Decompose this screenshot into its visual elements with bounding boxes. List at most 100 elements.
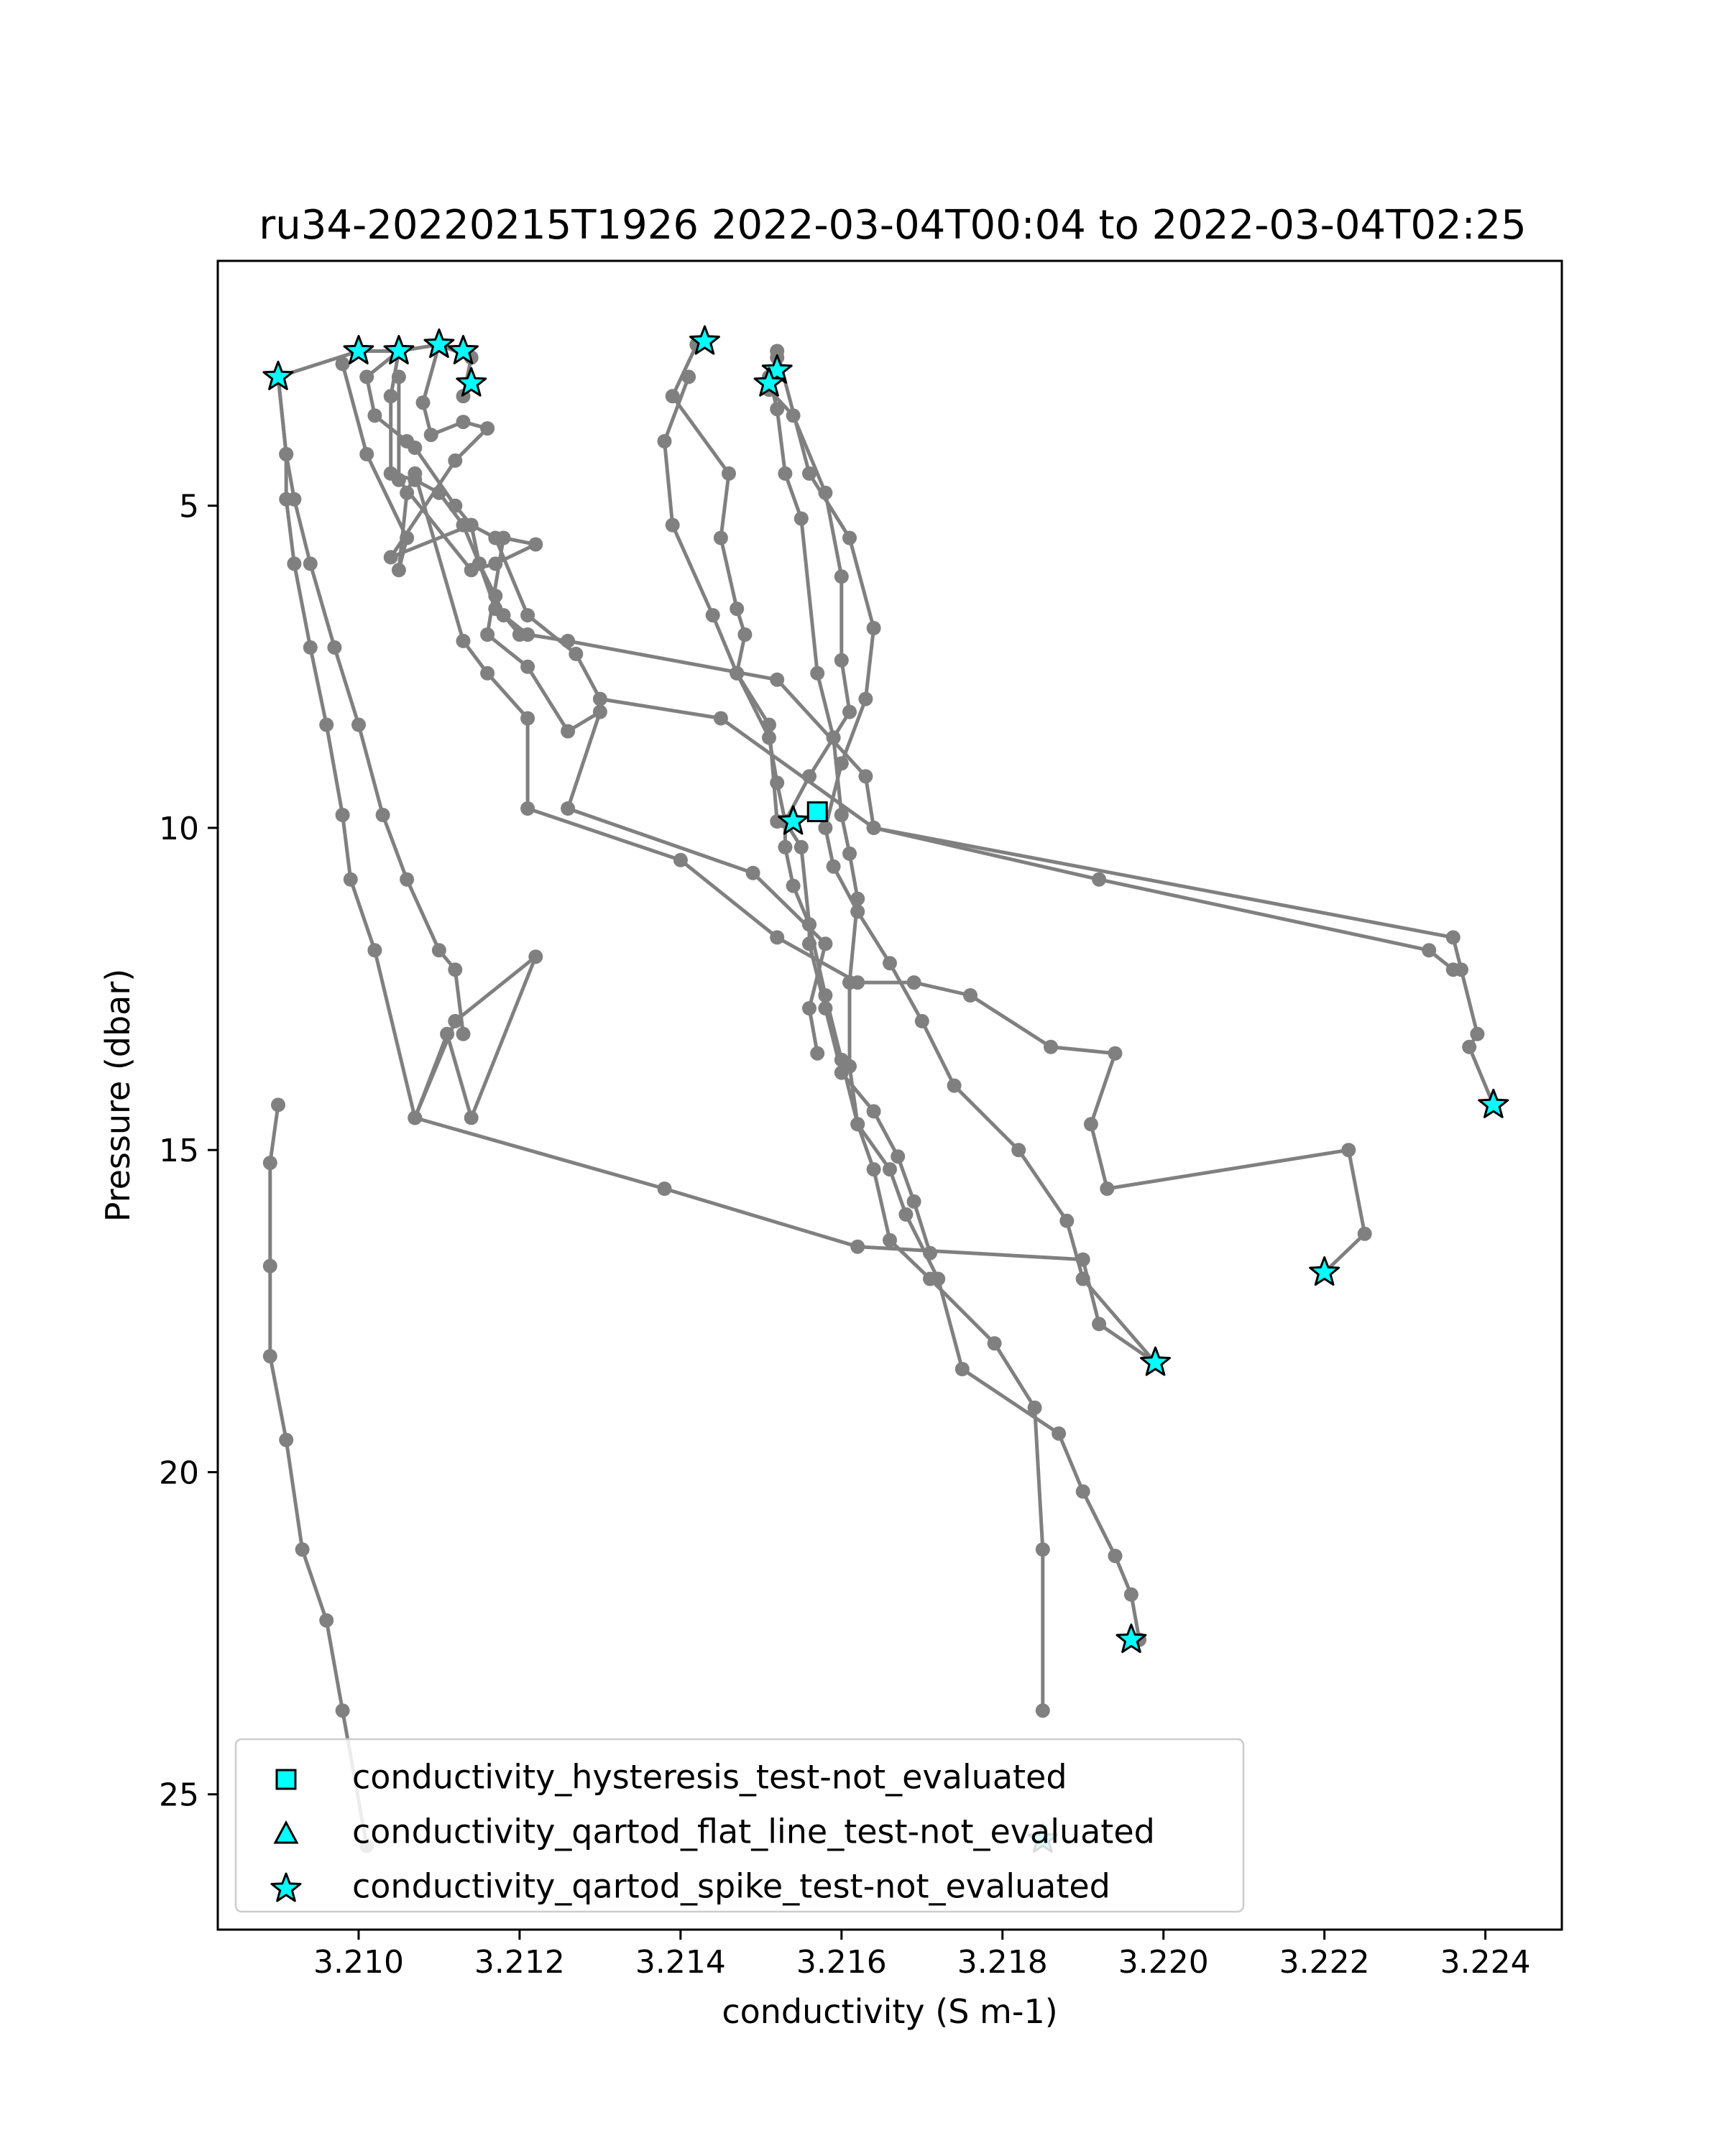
profile-point	[745, 865, 760, 880]
legend-markers	[270, 1769, 302, 1902]
profile-point	[1108, 1549, 1123, 1563]
profile-point	[279, 447, 294, 461]
x-tick-label: 3.212	[474, 1944, 565, 1981]
profile-point	[850, 1117, 865, 1132]
profile-point	[802, 769, 816, 784]
profile-line	[663, 376, 779, 822]
legend-frame	[234, 1738, 1245, 1913]
profile-point	[834, 756, 849, 771]
profile-point	[770, 672, 785, 687]
x-tick-label: 3.222	[1279, 1944, 1370, 1981]
profile-point	[1035, 1703, 1050, 1718]
profile-point	[262, 1258, 277, 1273]
profile-point	[1422, 943, 1437, 958]
profile-line	[276, 377, 1156, 1365]
profile-line	[389, 344, 1455, 972]
profile-point	[335, 808, 350, 822]
profile-point	[528, 537, 543, 552]
profile-point	[794, 511, 809, 526]
profile-point	[359, 369, 374, 384]
profile-point	[722, 466, 736, 481]
profile-point	[561, 724, 576, 739]
spike-flag-marker	[689, 325, 720, 355]
spike-flag-marker	[1116, 1623, 1147, 1654]
profile-line	[341, 363, 1367, 1274]
profile-point	[383, 550, 398, 565]
profile-point	[375, 808, 390, 822]
profile-point	[1044, 1039, 1058, 1054]
qc-flag-markers	[262, 325, 1509, 1853]
profile-point	[480, 665, 495, 681]
profile-point	[842, 530, 857, 545]
profile-point	[303, 556, 318, 571]
spike-flag-marker	[1478, 1088, 1509, 1118]
profile-point	[1075, 1484, 1090, 1499]
profile-point	[319, 1613, 334, 1628]
profile-point	[1075, 1271, 1090, 1286]
hysteresis-flag-marker	[806, 801, 828, 823]
profile-point	[528, 949, 543, 964]
profile-point	[818, 820, 833, 835]
profile-point	[327, 640, 342, 655]
x-tick-label: 3.214	[635, 1944, 726, 1981]
profile-point	[681, 369, 696, 384]
profile-point	[665, 389, 680, 404]
legend-label-hysteresis: conductivity_hysteresis_test-not_evaluat…	[352, 1758, 1067, 1797]
profile-point	[1052, 1426, 1067, 1441]
profile-point	[1100, 1181, 1115, 1196]
legend-triangle-marker	[273, 1820, 299, 1844]
profile-point	[448, 1013, 463, 1028]
profile-point	[408, 472, 423, 487]
profile-point	[657, 434, 672, 448]
spike-flag-marker	[262, 360, 294, 390]
profile-point	[947, 1078, 962, 1093]
profile-line	[268, 1105, 369, 1846]
profile-point	[802, 917, 816, 932]
profile-point	[520, 659, 535, 674]
profile-point	[705, 608, 720, 623]
profile-point	[834, 1065, 849, 1080]
profile-point	[423, 428, 438, 443]
profile-point	[440, 1026, 455, 1041]
profile-point	[1027, 1400, 1042, 1415]
profile-series-5	[335, 356, 1372, 1280]
profile-point	[351, 717, 366, 732]
spike-flag-marker	[383, 335, 415, 364]
legend-label-spike: conductivity_qartod_spike_test-not_evalu…	[352, 1867, 1110, 1906]
profile-point	[850, 904, 865, 919]
profile-point	[1462, 1039, 1477, 1054]
y-tick-label: 10	[159, 811, 199, 847]
profile-point	[818, 936, 833, 952]
profile-point	[818, 1001, 833, 1015]
legend-star-marker	[270, 1872, 302, 1902]
profile-point	[1445, 930, 1460, 945]
profile-point	[786, 878, 801, 893]
x-tick-label: 3.210	[313, 1944, 404, 1981]
x-tick-label: 3.216	[796, 1944, 887, 1981]
profile-point	[319, 717, 334, 732]
profile-point	[963, 988, 978, 1003]
profile-point	[367, 943, 382, 958]
x-tick-label: 3.220	[1118, 1944, 1209, 1981]
profile-point	[592, 704, 607, 719]
profile-point	[1092, 872, 1107, 887]
profile-point	[262, 1349, 277, 1364]
x-axis-ticks: 3.210 3.212 3.214 3.216 3.218 3.220 3.222 3.224	[313, 1930, 1531, 1981]
profile-point	[713, 530, 728, 545]
profile-point	[914, 1013, 929, 1028]
profile-point	[673, 852, 688, 867]
profile-point	[770, 402, 785, 417]
profile-point	[456, 1026, 471, 1041]
profile-point	[883, 1233, 897, 1248]
profile-point	[842, 975, 857, 990]
profile-point	[472, 556, 487, 571]
profile-point	[1123, 1587, 1138, 1602]
spike-flag-marker	[753, 367, 785, 397]
profile-point	[778, 839, 793, 854]
profile-point	[931, 1271, 946, 1286]
x-axis-label: conductivity (S m-1)	[722, 1992, 1057, 2031]
profile-point	[826, 859, 841, 874]
profile-point	[713, 711, 728, 726]
profile-point	[866, 1162, 881, 1177]
